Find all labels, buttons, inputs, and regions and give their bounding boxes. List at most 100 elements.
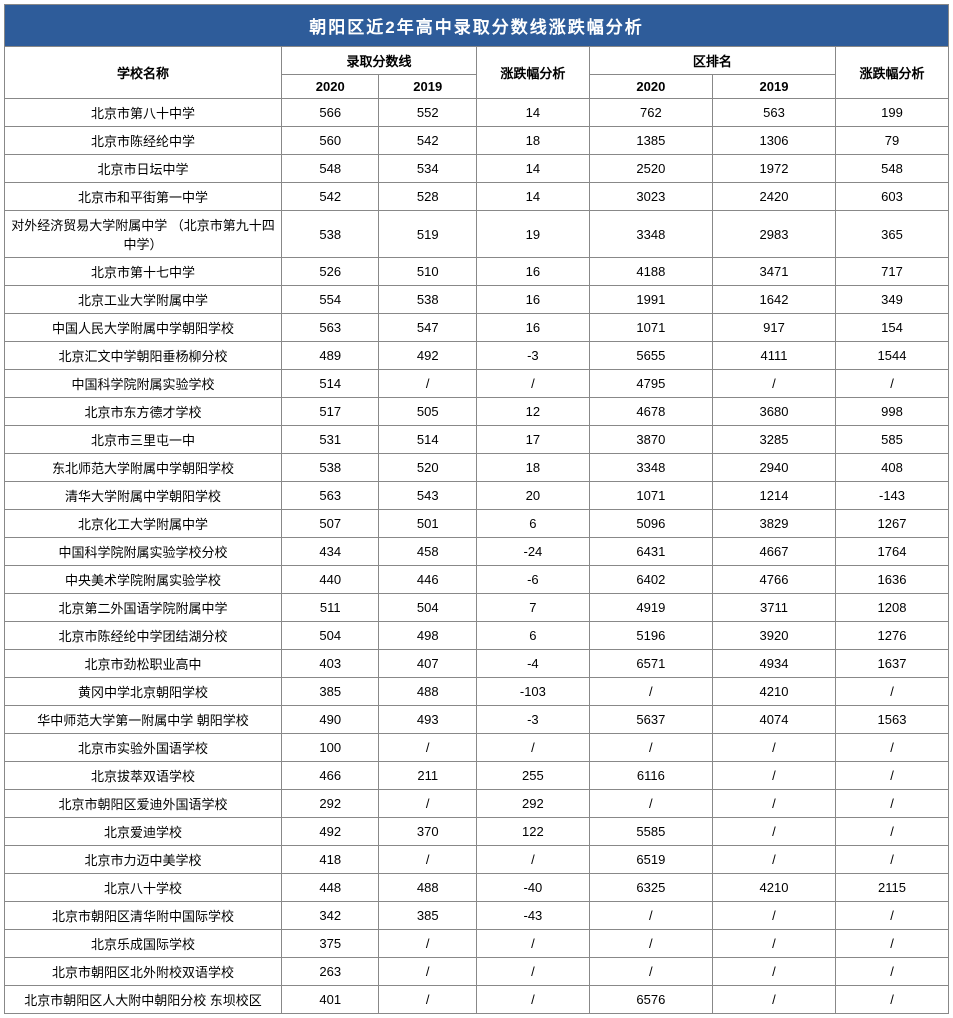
score-2020: 514 xyxy=(282,370,379,398)
score-diff: 18 xyxy=(476,454,589,482)
table-row: 华中师范大学第一附属中学 朝阳学校490493-3563740741563 xyxy=(5,706,949,734)
score-2020: 560 xyxy=(282,127,379,155)
school-name: 北京化工大学附属中学 xyxy=(5,510,282,538)
score-2020: 490 xyxy=(282,706,379,734)
score-2020: 375 xyxy=(282,930,379,958)
rank-2019: 563 xyxy=(712,99,835,127)
score-2020: 466 xyxy=(282,762,379,790)
score-diff: 14 xyxy=(476,155,589,183)
table-row: 北京市三里屯一中5315141738703285585 xyxy=(5,426,949,454)
rank-diff: 585 xyxy=(836,426,949,454)
score-diff: -40 xyxy=(476,874,589,902)
score-diff: -6 xyxy=(476,566,589,594)
rank-2019: 2420 xyxy=(712,183,835,211)
rank-diff: 1267 xyxy=(836,510,949,538)
rank-diff: / xyxy=(836,678,949,706)
score-diff: 122 xyxy=(476,818,589,846)
score-2019: 488 xyxy=(379,678,476,706)
rank-2020: 6431 xyxy=(589,538,712,566)
score-2019: 492 xyxy=(379,342,476,370)
school-name: 北京乐成国际学校 xyxy=(5,930,282,958)
table-row: 清华大学附属中学朝阳学校5635432010711214-143 xyxy=(5,482,949,510)
rank-2020: 5637 xyxy=(589,706,712,734)
table-row: 东北师范大学附属中学朝阳学校5385201833482940408 xyxy=(5,454,949,482)
table-row: 北京市陈经纶中学560542181385130679 xyxy=(5,127,949,155)
score-2020: 263 xyxy=(282,958,379,986)
rank-2019: 4667 xyxy=(712,538,835,566)
rank-diff: 1764 xyxy=(836,538,949,566)
table-row: 北京爱迪学校4923701225585// xyxy=(5,818,949,846)
rank-2019: / xyxy=(712,370,835,398)
rank-2019: 2983 xyxy=(712,211,835,258)
rank-2020: 6576 xyxy=(589,986,712,1014)
rank-2020: / xyxy=(589,678,712,706)
score-2020: 492 xyxy=(282,818,379,846)
rank-diff: 199 xyxy=(836,99,949,127)
rank-diff: 1544 xyxy=(836,342,949,370)
rank-diff: / xyxy=(836,370,949,398)
score-diff: -4 xyxy=(476,650,589,678)
table-row: 黄冈中学北京朝阳学校385488-103/4210/ xyxy=(5,678,949,706)
rank-diff: 365 xyxy=(836,211,949,258)
school-name: 北京市朝阳区爱迪外国语学校 xyxy=(5,790,282,818)
school-name: 北京市和平街第一中学 xyxy=(5,183,282,211)
score-2020: 554 xyxy=(282,286,379,314)
score-2019: 543 xyxy=(379,482,476,510)
score-diff: 19 xyxy=(476,211,589,258)
rank-diff: / xyxy=(836,902,949,930)
school-name: 北京市陈经纶中学团结湖分校 xyxy=(5,622,282,650)
score-diff: 6 xyxy=(476,622,589,650)
header-school: 学校名称 xyxy=(5,47,282,99)
rank-2020: / xyxy=(589,930,712,958)
school-name: 东北师范大学附属中学朝阳学校 xyxy=(5,454,282,482)
school-name: 北京工业大学附属中学 xyxy=(5,286,282,314)
rank-diff: 79 xyxy=(836,127,949,155)
rank-2020: 1071 xyxy=(589,482,712,510)
score-2019: 385 xyxy=(379,902,476,930)
score-diff: / xyxy=(476,930,589,958)
rank-2020: 6116 xyxy=(589,762,712,790)
table-row: 北京市朝阳区北外附校双语学校263///// xyxy=(5,958,949,986)
rank-2019: / xyxy=(712,958,835,986)
score-diff: 255 xyxy=(476,762,589,790)
rank-2019: / xyxy=(712,986,835,1014)
score-2020: 440 xyxy=(282,566,379,594)
rank-2020: 5585 xyxy=(589,818,712,846)
header-score-group: 录取分数线 xyxy=(282,47,477,75)
header-row-1: 学校名称 录取分数线 涨跌幅分析 区排名 涨跌幅分析 xyxy=(5,47,949,75)
score-diff: -3 xyxy=(476,342,589,370)
school-name: 北京市朝阳区清华附中国际学校 xyxy=(5,902,282,930)
score-2019: 501 xyxy=(379,510,476,538)
rank-2019: / xyxy=(712,818,835,846)
school-name: 对外经济贸易大学附属中学 （北京市第九十四中学） xyxy=(5,211,282,258)
rank-diff: 1563 xyxy=(836,706,949,734)
rank-2019: 917 xyxy=(712,314,835,342)
table-row: 中国科学院附属实验学校分校434458-24643146671764 xyxy=(5,538,949,566)
rank-2019: 4934 xyxy=(712,650,835,678)
school-name: 北京市实验外国语学校 xyxy=(5,734,282,762)
rank-2019: 3711 xyxy=(712,594,835,622)
table-row: 北京市第八十中学56655214762563199 xyxy=(5,99,949,127)
school-name: 中国科学院附属实验学校分校 xyxy=(5,538,282,566)
rank-2020: 4795 xyxy=(589,370,712,398)
score-2019: 370 xyxy=(379,818,476,846)
school-name: 北京市日坛中学 xyxy=(5,155,282,183)
header-rank-group: 区排名 xyxy=(589,47,835,75)
score-2020: 531 xyxy=(282,426,379,454)
score-diff: / xyxy=(476,846,589,874)
score-diff: / xyxy=(476,986,589,1014)
score-diff: -3 xyxy=(476,706,589,734)
rank-diff: 1208 xyxy=(836,594,949,622)
score-2020: 504 xyxy=(282,622,379,650)
school-name: 中国科学院附属实验学校 xyxy=(5,370,282,398)
school-name: 北京汇文中学朝阳垂杨柳分校 xyxy=(5,342,282,370)
rank-diff: / xyxy=(836,930,949,958)
school-name: 北京市三里屯一中 xyxy=(5,426,282,454)
rank-2019: 1972 xyxy=(712,155,835,183)
rank-diff: / xyxy=(836,734,949,762)
rank-2020: 6571 xyxy=(589,650,712,678)
rank-2019: 3920 xyxy=(712,622,835,650)
score-2019: 528 xyxy=(379,183,476,211)
rank-2019: 2940 xyxy=(712,454,835,482)
table-row: 北京市第十七中学5265101641883471717 xyxy=(5,258,949,286)
